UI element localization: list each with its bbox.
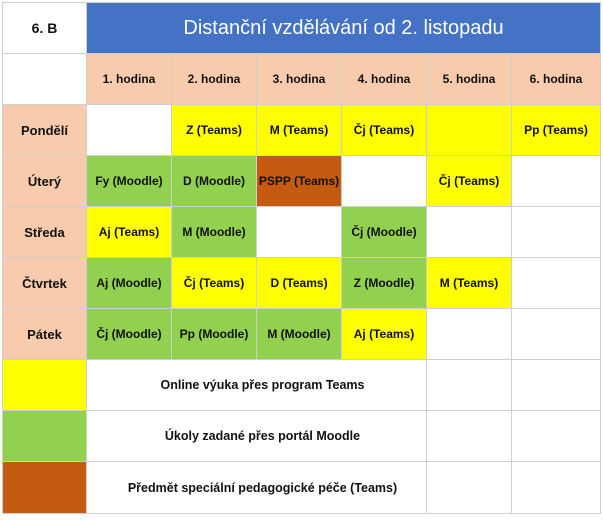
timetable-grid: 6. B Distanční vzdělávání od 2. listopadu…: [2, 2, 601, 514]
legend-swatch-teams: [2, 360, 87, 411]
hour-header-1: 1. hodina: [87, 54, 172, 105]
legend-text-pspp: Předmět speciální pedagogické péče (Team…: [87, 462, 427, 514]
day-label-pondeli: Pondělí: [2, 105, 87, 156]
day-label-patek: Pátek: [2, 309, 87, 360]
lesson-cell-pondeli-4: Čj (Teams): [342, 105, 427, 156]
lesson-cell-ctvrtek-6: [512, 258, 601, 309]
lesson-cell-utery-1: Fy (Moodle): [87, 156, 172, 207]
corner-blank-cell: [2, 54, 87, 105]
legend-swatch-pspp: [2, 462, 87, 514]
day-label-ctvrtek: Čtvrtek: [2, 258, 87, 309]
lesson-cell-streda-1: Aj (Teams): [87, 207, 172, 258]
day-label-streda: Středa: [2, 207, 87, 258]
page-title: Distanční vzdělávání od 2. listopadu: [87, 2, 601, 54]
class-label: 6. B: [2, 2, 87, 54]
lesson-cell-utery-2: D (Moodle): [172, 156, 257, 207]
lesson-cell-patek-5: [427, 309, 512, 360]
lesson-cell-pondeli-3: M (Teams): [257, 105, 342, 156]
lesson-cell-ctvrtek-4: Z (Moodle): [342, 258, 427, 309]
lesson-cell-ctvrtek-1: Aj (Moodle): [87, 258, 172, 309]
lesson-cell-patek-2: Pp (Moodle): [172, 309, 257, 360]
lesson-cell-patek-3: M (Moodle): [257, 309, 342, 360]
hour-header-5: 5. hodina: [427, 54, 512, 105]
legend-blank-cell: [512, 360, 601, 411]
legend-blank-cell: [427, 360, 512, 411]
lesson-cell-utery-3: PSPP (Teams): [257, 156, 342, 207]
lesson-cell-streda-6: [512, 207, 601, 258]
lesson-cell-streda-4: Čj (Moodle): [342, 207, 427, 258]
lesson-cell-pondeli-1: [87, 105, 172, 156]
hour-header-4: 4. hodina: [342, 54, 427, 105]
lesson-cell-streda-3: [257, 207, 342, 258]
lesson-cell-pondeli-6: Pp (Teams): [512, 105, 601, 156]
lesson-cell-streda-5: [427, 207, 512, 258]
hour-header-6: 6. hodina: [512, 54, 601, 105]
lesson-cell-ctvrtek-5: M (Teams): [427, 258, 512, 309]
legend-swatch-moodle: [2, 411, 87, 462]
hour-header-2: 2. hodina: [172, 54, 257, 105]
lesson-cell-pondeli-5: [427, 105, 512, 156]
lesson-cell-patek-1: Čj (Moodle): [87, 309, 172, 360]
legend-blank-cell: [427, 462, 512, 514]
lesson-cell-streda-2: M (Moodle): [172, 207, 257, 258]
legend-blank-cell: [427, 411, 512, 462]
hour-header-3: 3. hodina: [257, 54, 342, 105]
legend-text-teams: Online výuka přes program Teams: [87, 360, 427, 411]
lesson-cell-ctvrtek-3: D (Teams): [257, 258, 342, 309]
lesson-cell-utery-5: Čj (Teams): [427, 156, 512, 207]
lesson-cell-utery-4: [342, 156, 427, 207]
legend-text-moodle: Úkoly zadané přes portál Moodle: [87, 411, 427, 462]
lesson-cell-ctvrtek-2: Čj (Teams): [172, 258, 257, 309]
legend-blank-cell: [512, 411, 601, 462]
day-label-utery: Úterý: [2, 156, 87, 207]
legend-blank-cell: [512, 462, 601, 514]
lesson-cell-patek-4: Aj (Teams): [342, 309, 427, 360]
lesson-cell-pondeli-2: Z (Teams): [172, 105, 257, 156]
lesson-cell-utery-6: [512, 156, 601, 207]
lesson-cell-patek-6: [512, 309, 601, 360]
